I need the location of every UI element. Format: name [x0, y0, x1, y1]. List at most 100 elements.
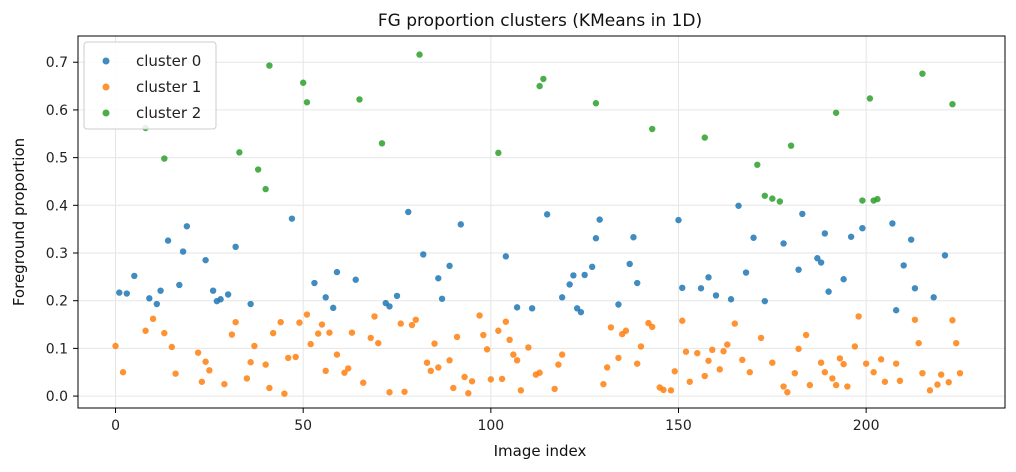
cluster-2-point — [254, 166, 262, 173]
cluster-1-point — [198, 378, 206, 385]
cluster-1-point — [112, 342, 119, 350]
cluster-0-point — [528, 305, 536, 312]
cluster-1-point — [412, 316, 419, 323]
cluster-0-point — [232, 243, 239, 250]
cluster-2-point — [262, 185, 269, 193]
cluster-0-point — [712, 292, 720, 299]
cluster-2-point — [649, 125, 656, 133]
cluster-0-point — [330, 304, 337, 312]
cluster-0-point — [941, 252, 949, 259]
cluster-1-point — [701, 372, 708, 380]
cluster-1-point — [667, 387, 675, 394]
cluster-0-point — [311, 279, 318, 287]
legend-label-cluster-1: cluster 1 — [136, 78, 201, 96]
cluster-2-point — [769, 195, 776, 202]
cluster-2-point — [754, 161, 761, 168]
cluster-0-point — [405, 208, 412, 216]
y-tick-label: 0.0 — [46, 389, 68, 405]
cluster-1-point — [720, 348, 727, 355]
cluster-1-point — [832, 381, 840, 389]
cluster-0-point — [840, 276, 847, 283]
data-points — [112, 51, 964, 397]
cluster-1-point — [168, 343, 176, 351]
cluster-0-point — [892, 307, 900, 314]
cluster-1-point — [228, 331, 236, 338]
cluster-0-point — [217, 296, 224, 303]
cluster-2-point — [832, 109, 840, 116]
cluster-0-point — [750, 234, 757, 241]
cluster-1-point — [739, 356, 746, 364]
cluster-1-point — [149, 315, 157, 323]
cluster-1-point — [877, 356, 885, 363]
cluster-0-point — [386, 303, 393, 310]
cluster-1-point — [671, 368, 678, 375]
cluster-1-point — [161, 329, 168, 337]
cluster-2-point — [701, 134, 708, 141]
cluster-0-point — [592, 235, 600, 242]
cluster-0-point — [420, 251, 427, 258]
cluster-0-point — [825, 288, 832, 295]
cluster-1-point — [423, 359, 431, 366]
cluster-1-point — [277, 318, 284, 326]
cluster-1-point — [896, 377, 904, 385]
y-axis-label: Foreground proportion — [10, 138, 28, 306]
cluster-1-point — [427, 367, 434, 374]
cluster-1-point — [536, 369, 543, 376]
cluster-0-point — [911, 285, 919, 292]
cluster-1-point — [724, 341, 731, 348]
cluster-1-point — [333, 351, 341, 358]
cluster-0-point — [570, 272, 577, 279]
cluster-0-point — [735, 202, 742, 209]
cluster-1-point — [345, 365, 352, 372]
cluster-2-point — [919, 70, 926, 77]
cluster-1-point — [840, 360, 847, 368]
y-tick-label: 0.7 — [46, 55, 68, 71]
cluster-0-point — [333, 268, 341, 276]
cluster-1-point — [746, 369, 753, 376]
cluster-1-point — [607, 324, 615, 331]
cluster-0-point — [116, 289, 123, 296]
cluster-0-point — [596, 216, 603, 223]
cluster-1-point — [202, 358, 209, 365]
cluster-1-point — [802, 331, 810, 339]
cluster-1-point — [791, 369, 799, 377]
cluster-1-point — [461, 373, 468, 381]
cluster-1-point — [937, 371, 945, 378]
cluster-1-point — [915, 339, 922, 347]
x-tick-label: 0 — [111, 418, 120, 434]
cluster-0-point — [577, 308, 585, 316]
cluster-2-point — [378, 140, 386, 147]
axis-ticks: 0 50 100 150 200 0.0 0.1 0.2 0.3 0.4 0.5 0.6 0.7 — [46, 55, 880, 434]
cluster-0-point — [438, 295, 446, 302]
cluster-0-point — [179, 248, 187, 255]
y-tick-label: 0.4 — [46, 198, 68, 214]
cluster-0-point — [322, 294, 329, 301]
cluster-1-point — [468, 378, 476, 385]
cluster-2-point — [356, 96, 363, 103]
cluster-0-point — [146, 295, 153, 302]
cluster-1-point — [844, 383, 851, 390]
plot-area-frame — [77, 35, 1006, 409]
x-tick-label: 50 — [294, 418, 312, 434]
y-tick-label: 0.5 — [46, 151, 68, 167]
y-tick-label: 0.6 — [46, 103, 68, 119]
cluster-0-point — [209, 287, 217, 294]
x-axis-label: Image index — [494, 442, 587, 460]
cluster-1-point — [919, 369, 926, 377]
legend-label-cluster-0: cluster 0 — [136, 52, 201, 70]
cluster-1-point — [892, 360, 900, 367]
x-tick-label: 100 — [477, 418, 504, 434]
cluster-1-point — [251, 342, 258, 350]
cluster-1-point — [498, 375, 506, 383]
cluster-1-point — [318, 321, 326, 328]
cluster-1-point — [247, 359, 254, 366]
legend-box — [83, 41, 217, 130]
cluster-1-point — [371, 313, 378, 320]
cluster-1-point — [367, 334, 374, 342]
cluster-0-point — [558, 294, 566, 301]
cluster-1-point — [510, 351, 517, 358]
cluster-1-point — [716, 366, 723, 373]
cluster-2-point — [495, 149, 502, 157]
cluster-2-point — [949, 101, 956, 108]
cluster-0-point — [247, 300, 254, 308]
